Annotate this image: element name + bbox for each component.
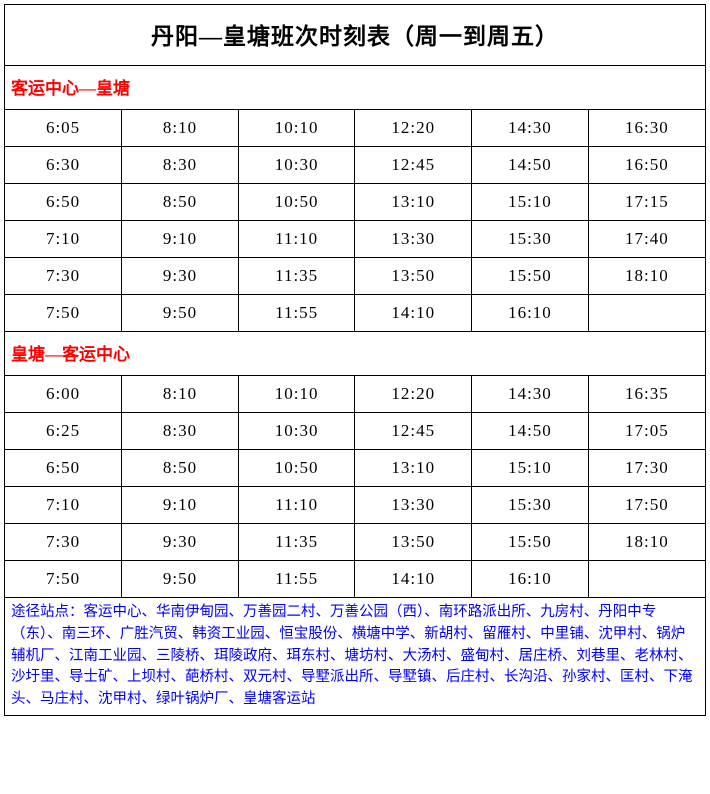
time-cell: 15:30 xyxy=(472,221,589,258)
time-cell: 16:30 xyxy=(588,110,705,147)
stations-list: 途径站点：客运中心、华南伊甸园、万善园二村、万善公园（西）、南环路派出所、九房村… xyxy=(5,597,705,715)
table-row: 7:509:5011:5514:1016:10 xyxy=(5,561,705,598)
time-cell: 7:50 xyxy=(5,561,122,598)
table-row: 7:109:1011:1013:3015:3017:50 xyxy=(5,487,705,524)
table-row: 7:309:3011:3513:5015:5018:10 xyxy=(5,524,705,561)
time-cell: 9:30 xyxy=(122,258,239,295)
time-cell: 9:50 xyxy=(122,561,239,598)
time-cell: 15:50 xyxy=(472,258,589,295)
time-cell: 8:30 xyxy=(122,147,239,184)
section1-header: 客运中心—皇塘 xyxy=(5,66,705,110)
time-cell: 6:05 xyxy=(5,110,122,147)
time-cell: 12:20 xyxy=(355,110,472,147)
time-cell: 13:30 xyxy=(355,221,472,258)
time-cell: 8:10 xyxy=(122,376,239,413)
time-cell: 7:10 xyxy=(5,487,122,524)
time-cell: 7:30 xyxy=(5,258,122,295)
time-cell: 11:35 xyxy=(238,524,355,561)
timetable-container: 丹阳—皇塘班次时刻表（周一到周五） 客运中心—皇塘 6:058:1010:101… xyxy=(4,4,706,716)
time-cell: 17:50 xyxy=(588,487,705,524)
time-cell: 10:10 xyxy=(238,110,355,147)
time-cell: 10:50 xyxy=(238,184,355,221)
table-row: 6:508:5010:5013:1015:1017:30 xyxy=(5,450,705,487)
time-cell: 17:30 xyxy=(588,450,705,487)
time-cell: 11:55 xyxy=(238,561,355,598)
table-row: 6:508:5010:5013:1015:1017:15 xyxy=(5,184,705,221)
time-cell: 17:15 xyxy=(588,184,705,221)
time-cell: 8:50 xyxy=(122,184,239,221)
time-cell: 14:50 xyxy=(472,147,589,184)
section2-header: 皇塘—客运中心 xyxy=(5,331,705,376)
time-cell: 7:50 xyxy=(5,295,122,332)
table-row: 6:058:1010:1012:2014:3016:30 xyxy=(5,110,705,147)
time-cell xyxy=(588,561,705,598)
timetable-section1: 6:058:1010:1012:2014:3016:306:308:3010:3… xyxy=(5,110,705,331)
time-cell: 10:10 xyxy=(238,376,355,413)
table-row: 7:509:5011:5514:1016:10 xyxy=(5,295,705,332)
time-cell: 13:10 xyxy=(355,184,472,221)
time-cell: 15:10 xyxy=(472,450,589,487)
time-cell: 6:25 xyxy=(5,413,122,450)
time-cell: 7:10 xyxy=(5,221,122,258)
time-cell: 16:50 xyxy=(588,147,705,184)
time-cell: 16:35 xyxy=(588,376,705,413)
time-cell: 17:40 xyxy=(588,221,705,258)
time-cell: 14:10 xyxy=(355,561,472,598)
time-cell: 9:50 xyxy=(122,295,239,332)
time-cell: 11:10 xyxy=(238,221,355,258)
time-cell: 11:10 xyxy=(238,487,355,524)
time-cell: 8:30 xyxy=(122,413,239,450)
time-cell: 11:55 xyxy=(238,295,355,332)
time-cell: 6:30 xyxy=(5,147,122,184)
time-cell: 10:50 xyxy=(238,450,355,487)
time-cell: 12:45 xyxy=(355,147,472,184)
time-cell: 15:10 xyxy=(472,184,589,221)
time-cell: 8:50 xyxy=(122,450,239,487)
time-cell: 9:10 xyxy=(122,221,239,258)
time-cell: 9:10 xyxy=(122,487,239,524)
time-cell: 14:50 xyxy=(472,413,589,450)
time-cell: 14:30 xyxy=(472,110,589,147)
table-row: 7:109:1011:1013:3015:3017:40 xyxy=(5,221,705,258)
time-cell: 15:50 xyxy=(472,524,589,561)
time-cell: 6:00 xyxy=(5,376,122,413)
time-cell: 17:05 xyxy=(588,413,705,450)
time-cell: 18:10 xyxy=(588,258,705,295)
time-cell: 9:30 xyxy=(122,524,239,561)
time-cell: 13:10 xyxy=(355,450,472,487)
time-cell: 13:50 xyxy=(355,524,472,561)
time-cell: 7:30 xyxy=(5,524,122,561)
timetable-section2: 6:008:1010:1012:2014:3016:356:258:3010:3… xyxy=(5,376,705,597)
table-row: 6:008:1010:1012:2014:3016:35 xyxy=(5,376,705,413)
time-cell: 18:10 xyxy=(588,524,705,561)
time-cell xyxy=(588,295,705,332)
time-cell: 13:50 xyxy=(355,258,472,295)
time-cell: 6:50 xyxy=(5,450,122,487)
time-cell: 15:30 xyxy=(472,487,589,524)
page-title: 丹阳—皇塘班次时刻表（周一到周五） xyxy=(5,5,705,66)
time-cell: 12:45 xyxy=(355,413,472,450)
time-cell: 10:30 xyxy=(238,147,355,184)
time-cell: 12:20 xyxy=(355,376,472,413)
time-cell: 10:30 xyxy=(238,413,355,450)
time-cell: 14:10 xyxy=(355,295,472,332)
time-cell: 14:30 xyxy=(472,376,589,413)
time-cell: 13:30 xyxy=(355,487,472,524)
time-cell: 16:10 xyxy=(472,561,589,598)
time-cell: 6:50 xyxy=(5,184,122,221)
time-cell: 11:35 xyxy=(238,258,355,295)
time-cell: 16:10 xyxy=(472,295,589,332)
time-cell: 8:10 xyxy=(122,110,239,147)
table-row: 6:258:3010:3012:4514:5017:05 xyxy=(5,413,705,450)
table-row: 7:309:3011:3513:5015:5018:10 xyxy=(5,258,705,295)
table-row: 6:308:3010:3012:4514:5016:50 xyxy=(5,147,705,184)
